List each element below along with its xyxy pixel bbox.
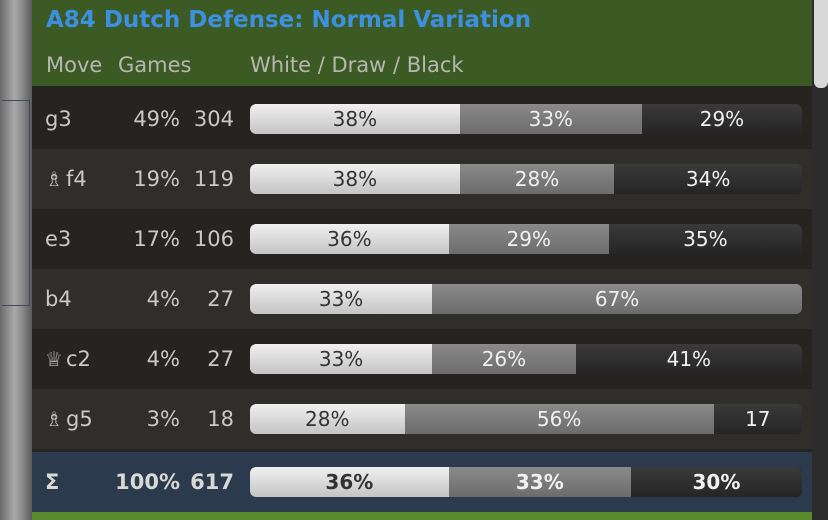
right-scrollbar-thumb[interactable] <box>814 0 828 88</box>
move-row[interactable]: b4 4% 27 33% 67% <box>32 269 812 329</box>
result-bar: 28% 56% 17 <box>250 404 802 434</box>
opening-title[interactable]: A84 Dutch Defense: Normal Variation <box>46 7 532 33</box>
move-games-count: 18 <box>207 407 234 431</box>
move-percent: 3% <box>146 407 180 431</box>
black-win-segment: 34% <box>614 164 802 194</box>
move-san: e3 <box>45 227 72 251</box>
move-row[interactable]: ♕ c2 4% 27 33% 26% 41% <box>32 329 812 389</box>
move-cell[interactable]: g3 <box>45 89 72 149</box>
piece-icon: ♗ <box>45 407 63 431</box>
draw-segment: 26% <box>432 344 576 374</box>
result-bar: 38% 33% 29% <box>250 104 802 134</box>
piece-icon: ♗ <box>45 167 63 191</box>
black-win-segment: 29% <box>641 104 802 134</box>
column-header-games: Games <box>118 53 192 77</box>
move-row[interactable]: ♗ f4 19% 119 38% 28% 34% <box>32 149 812 209</box>
total-games: 617 <box>190 470 234 494</box>
white-win-segment: 36% <box>250 224 449 254</box>
black-win-segment: 17 <box>713 404 802 434</box>
result-bar: 33% 26% 41% <box>250 344 802 374</box>
white-win-segment: 38% <box>250 104 460 134</box>
total-white-segment: 36% <box>250 467 449 497</box>
move-percent: 4% <box>146 347 180 371</box>
move-san: c2 <box>66 347 91 371</box>
left-scrollbar[interactable] <box>0 0 32 520</box>
move-games-count: 119 <box>193 167 234 191</box>
move-row[interactable]: e3 17% 106 36% 29% 35% <box>32 209 812 269</box>
right-scrollbar[interactable] <box>812 0 828 520</box>
move-san: g3 <box>45 107 72 131</box>
draw-segment: 56% <box>404 404 714 434</box>
result-bar: 36% 29% 35% <box>250 224 802 254</box>
move-cell[interactable]: ♗ g5 <box>45 389 93 449</box>
move-cell[interactable]: ♕ c2 <box>45 329 91 389</box>
move-san: b4 <box>45 287 72 311</box>
bottom-accent-bar <box>32 512 812 520</box>
move-cell[interactable]: e3 <box>45 209 71 269</box>
white-win-segment: 38% <box>250 164 460 194</box>
total-percent: 100% <box>115 470 180 494</box>
black-win-segment: 35% <box>608 224 802 254</box>
explorer-header: A84 Dutch Defense: Normal Variation Move… <box>32 0 812 86</box>
left-scrollbar-thumb[interactable] <box>2 100 30 306</box>
total-draw-segment: 33% <box>448 467 631 497</box>
white-win-segment: 28% <box>250 404 405 434</box>
column-header-results: White / Draw / Black <box>250 53 464 77</box>
move-games-count: 106 <box>193 227 234 251</box>
move-percent: 4% <box>146 287 180 311</box>
move-cell[interactable]: ♗ f4 <box>45 149 87 209</box>
draw-segment: 67% <box>432 284 802 314</box>
opening-explorer-panel: A84 Dutch Defense: Normal Variation Move… <box>32 0 812 520</box>
draw-segment: 28% <box>459 164 615 194</box>
move-san: g5 <box>66 407 93 431</box>
move-percent: 17% <box>133 227 180 251</box>
total-row: Σ 100% 617 36% 33% 30% <box>32 452 812 512</box>
total-result-bar: 36% 33% 30% <box>250 467 802 497</box>
black-win-segment: 41% <box>575 344 802 374</box>
piece-icon: ♕ <box>45 347 63 371</box>
draw-segment: 29% <box>448 224 609 254</box>
move-cell[interactable]: b4 <box>45 269 72 329</box>
move-games-count: 27 <box>207 287 234 311</box>
draw-segment: 33% <box>459 104 642 134</box>
move-row[interactable]: g3 49% 304 38% 33% 29% <box>32 89 812 149</box>
total-black-segment: 30% <box>630 467 802 497</box>
column-header-move: Move <box>46 53 103 77</box>
move-games-count: 27 <box>207 347 234 371</box>
move-san: f4 <box>66 167 87 191</box>
move-percent: 19% <box>133 167 180 191</box>
result-bar: 38% 28% 34% <box>250 164 802 194</box>
white-win-segment: 33% <box>250 344 433 374</box>
move-games-count: 304 <box>193 107 234 131</box>
total-sigma-label: Σ <box>45 470 60 494</box>
move-row[interactable]: ♗ g5 3% 18 28% 56% 17 <box>32 389 812 449</box>
white-win-segment: 33% <box>250 284 433 314</box>
move-percent: 49% <box>133 107 180 131</box>
result-bar: 33% 67% <box>250 284 802 314</box>
